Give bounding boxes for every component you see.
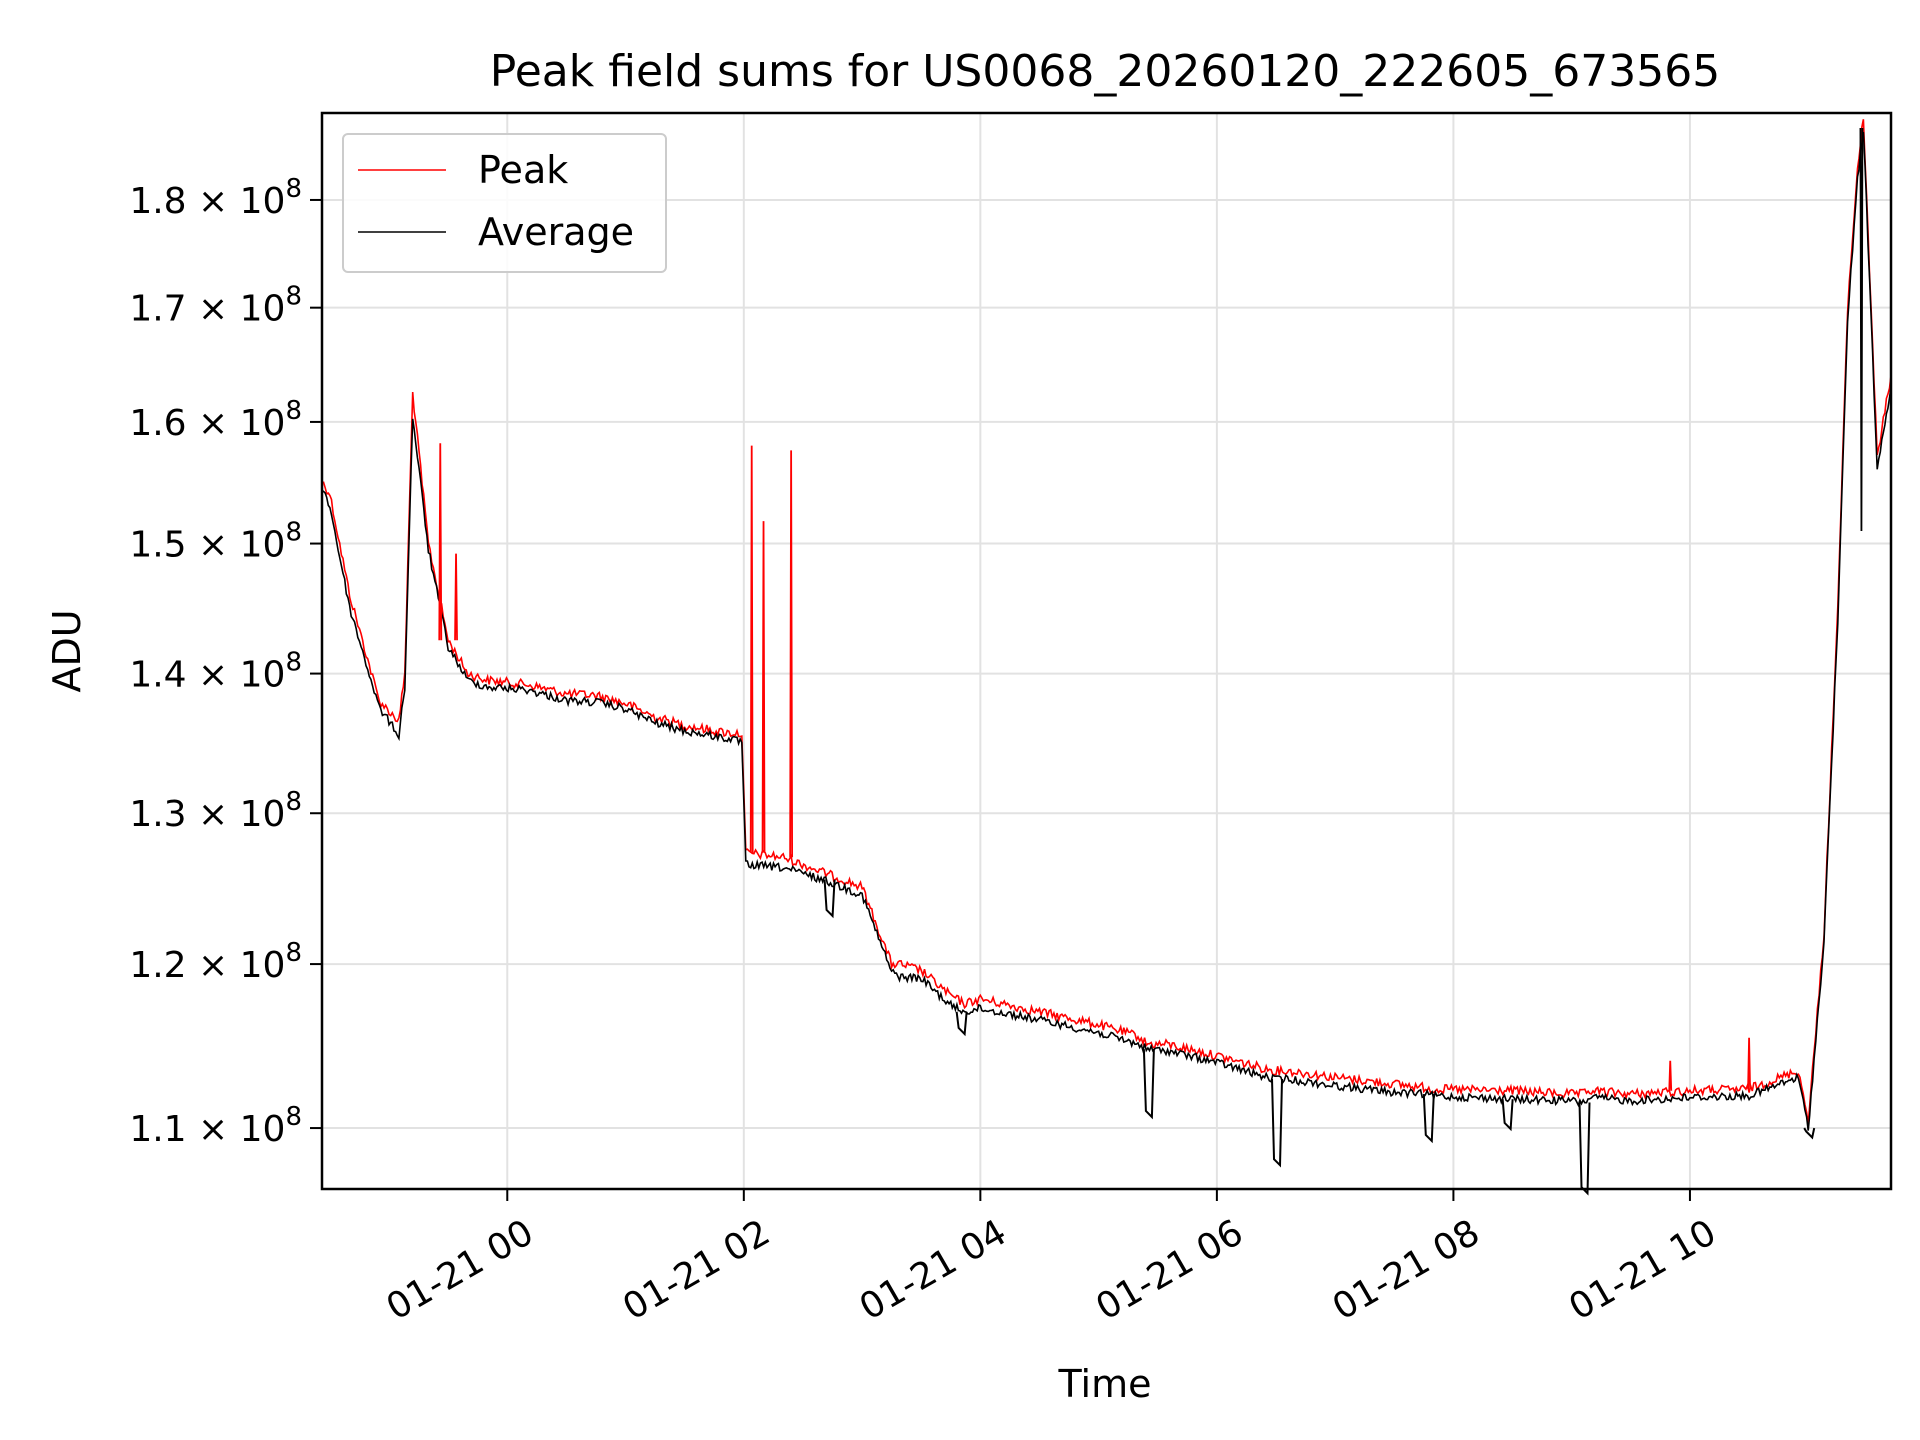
- y-tick-label: 1.3 × 108: [129, 787, 302, 835]
- series-dip: [1271, 1078, 1284, 1168]
- y-tick-label: 1.7 × 108: [129, 282, 302, 330]
- legend-label-average: Average: [478, 210, 634, 254]
- series-dip: [955, 1011, 968, 1037]
- legend-label-peak: Peak: [478, 148, 568, 192]
- series-dip: [1803, 1127, 1816, 1140]
- series-dip: [1501, 1099, 1514, 1132]
- chart-title: Peak field sums for US0068_20260120_2226…: [490, 46, 1720, 97]
- y-axis: 1.1 × 108 1.2 × 108 1.3 × 108 1.4 × 108 1.5 …: [129, 174, 322, 1150]
- y-tick-label: 1.8 × 108: [129, 174, 302, 222]
- y-tick-label: 1.2 × 108: [129, 938, 302, 986]
- y-tick-label: 1.4 × 108: [129, 648, 302, 696]
- y-tick-label: 1.1 × 108: [129, 1102, 302, 1150]
- series-dip: [1422, 1094, 1435, 1144]
- series-spike: [789, 450, 794, 858]
- series-spike: [454, 553, 458, 641]
- series-line-average: [321, 131, 1892, 1131]
- series-line-peak: [321, 119, 1892, 1124]
- series-spike: [1859, 128, 1864, 532]
- legend: Peak Average: [342, 133, 667, 273]
- series-dip: [823, 879, 836, 919]
- y-tick-label: 1.6 × 108: [129, 396, 302, 444]
- series-spike: [761, 521, 766, 853]
- plot-area: [321, 119, 1892, 1196]
- series-spike: [438, 443, 443, 641]
- series-spike: [1747, 1037, 1751, 1090]
- y-tick-label: 1.5 × 108: [129, 518, 302, 566]
- series-spike: [749, 445, 754, 853]
- series-dip: [1142, 1049, 1155, 1120]
- series-spike: [1668, 1060, 1673, 1091]
- x-axis-label: Time: [1058, 1362, 1152, 1406]
- grid: [322, 113, 1891, 1189]
- legend-box: [342, 133, 667, 273]
- y-axis-label: ADU: [45, 609, 89, 692]
- plot-frame: [320, 111, 1893, 1191]
